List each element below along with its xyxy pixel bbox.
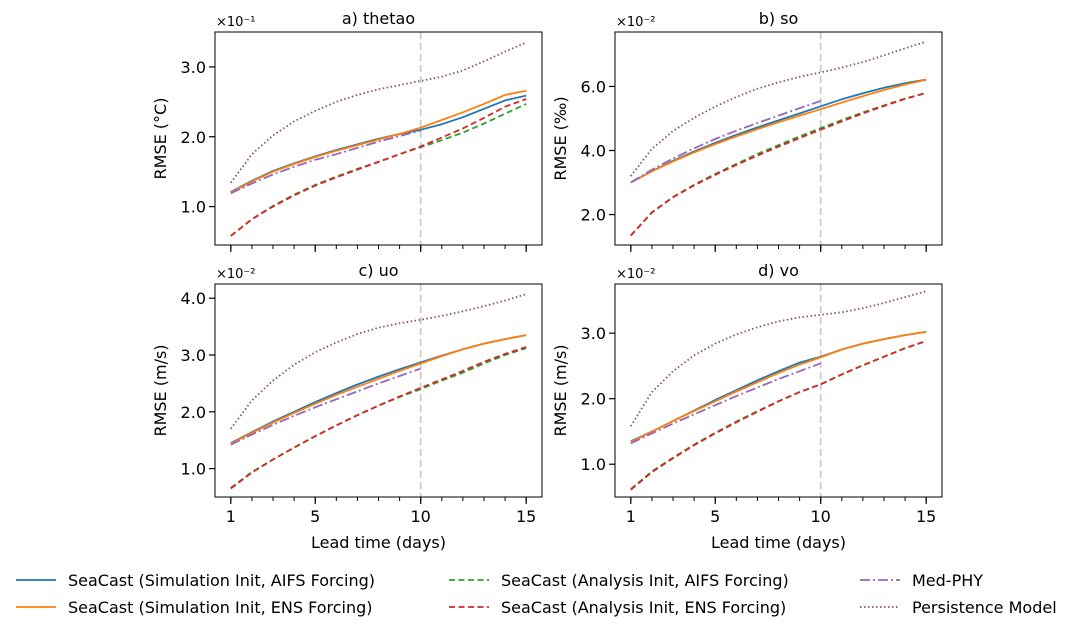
series-line-ana_ens: [630, 340, 927, 491]
y-tick-label: 3.0: [181, 346, 206, 365]
legend-label: SeaCast (Simulation Init, ENS Forcing): [68, 598, 373, 617]
y-tick-label: 1.0: [181, 460, 206, 479]
series-line-ana_ens: [230, 346, 527, 490]
subplot-2: 2.0 4.0 6.0 b) so ×10⁻² RMSE (‰): [551, 9, 943, 252]
legend-label: Med-PHY: [912, 571, 983, 590]
legend-item-ana_ens: SeaCast (Analysis Init, ENS Forcing): [449, 598, 786, 617]
subplot-1: 1.0 2.0 3.0 a) thetao ×10⁻¹ RMSE (°C): [151, 9, 543, 252]
legend-label: Persistence Model: [912, 598, 1057, 617]
y-axis-label: RMSE (‰): [551, 96, 570, 180]
x-axis-label: Lead time (days): [311, 533, 446, 552]
legend-label: SeaCast (Analysis Init, AIFS Forcing): [501, 571, 789, 590]
y-tick-label: 1.0: [581, 455, 606, 474]
y-tick-label: 4.0: [181, 289, 206, 308]
y-tick-label: 3.0: [581, 324, 606, 343]
y-axis-label: RMSE (°C): [151, 98, 170, 180]
series-line-ana_aifs: [630, 340, 927, 490]
x-tick-label: 1: [226, 507, 236, 526]
axis-scale-label: ×10⁻²: [216, 267, 256, 282]
series-line-persistence: [630, 40, 927, 177]
series-line-persistence: [230, 41, 527, 184]
y-axis-label: RMSE (m/s): [551, 344, 570, 436]
axes-frame: [614, 31, 943, 246]
x-tick-label: 5: [310, 507, 320, 526]
series-line-medphy: [630, 100, 821, 184]
x-tick-label: 5: [710, 507, 720, 526]
axis-scale-label: ×10⁻²: [616, 267, 656, 282]
series-line-ana_aifs: [630, 92, 927, 237]
series-line-sim_aifs: [630, 78, 927, 184]
series-line-medphy: [630, 362, 822, 445]
subplot-title: a) thetao: [342, 9, 415, 28]
legend-item-persistence: Persistence Model: [860, 598, 1057, 617]
series-line-sim_ens: [230, 334, 527, 445]
legend-item-ana_aifs: SeaCast (Analysis Init, AIFS Forcing): [449, 571, 789, 590]
x-tick-label: 10: [411, 507, 431, 526]
legend-label: SeaCast (Analysis Init, ENS Forcing): [501, 598, 786, 617]
series-line-ana_aifs: [230, 347, 527, 489]
x-axis-label: Lead time (days): [711, 533, 846, 552]
series-line-persistence: [230, 293, 527, 430]
subplot-title: c) uo: [358, 261, 398, 280]
x-tick-label: 15: [516, 507, 536, 526]
x-tick-label: 10: [811, 507, 831, 526]
y-tick-label: 4.0: [581, 142, 606, 161]
legend-item-medphy: Med-PHY: [860, 571, 983, 590]
y-tick-label: 1.0: [181, 198, 206, 217]
subplot-title: d) vo: [758, 261, 799, 280]
y-tick-label: 3.0: [181, 58, 206, 77]
series-line-sim_aifs: [230, 94, 527, 193]
y-axis-label: RMSE (m/s): [151, 344, 170, 436]
x-tick-label: 1: [626, 507, 636, 526]
legend-item-sim_ens: SeaCast (Simulation Init, ENS Forcing): [16, 598, 373, 617]
legend: SeaCast (Simulation Init, AIFS Forcing) S…: [16, 571, 1057, 617]
y-tick-label: 2.0: [581, 206, 606, 225]
series-line-medphy: [230, 367, 421, 446]
legend-label: SeaCast (Simulation Init, AIFS Forcing): [68, 571, 375, 590]
series-line-sim_ens: [230, 89, 527, 194]
y-tick-label: 2.0: [181, 403, 206, 422]
subplot-title: b) so: [759, 9, 799, 28]
series-line-sim_aifs: [230, 334, 527, 444]
series-line-ana_ens: [230, 98, 527, 237]
series-line-medphy: [230, 129, 421, 195]
series-line-sim_aifs: [630, 330, 927, 443]
series-line-ana_ens: [630, 92, 927, 237]
series-line-sim_ens: [630, 78, 927, 184]
y-tick-label: 2.0: [181, 128, 206, 147]
series-line-persistence: [630, 290, 927, 427]
x-tick-label: 15: [916, 507, 936, 526]
axis-scale-label: ×10⁻¹: [216, 15, 256, 30]
series-line-sim_ens: [630, 330, 927, 443]
axis-scale-label: ×10⁻²: [616, 15, 656, 30]
y-tick-label: 2.0: [581, 390, 606, 409]
y-tick-label: 6.0: [581, 77, 606, 96]
legend-item-sim_aifs: SeaCast (Simulation Init, AIFS Forcing): [16, 571, 375, 590]
